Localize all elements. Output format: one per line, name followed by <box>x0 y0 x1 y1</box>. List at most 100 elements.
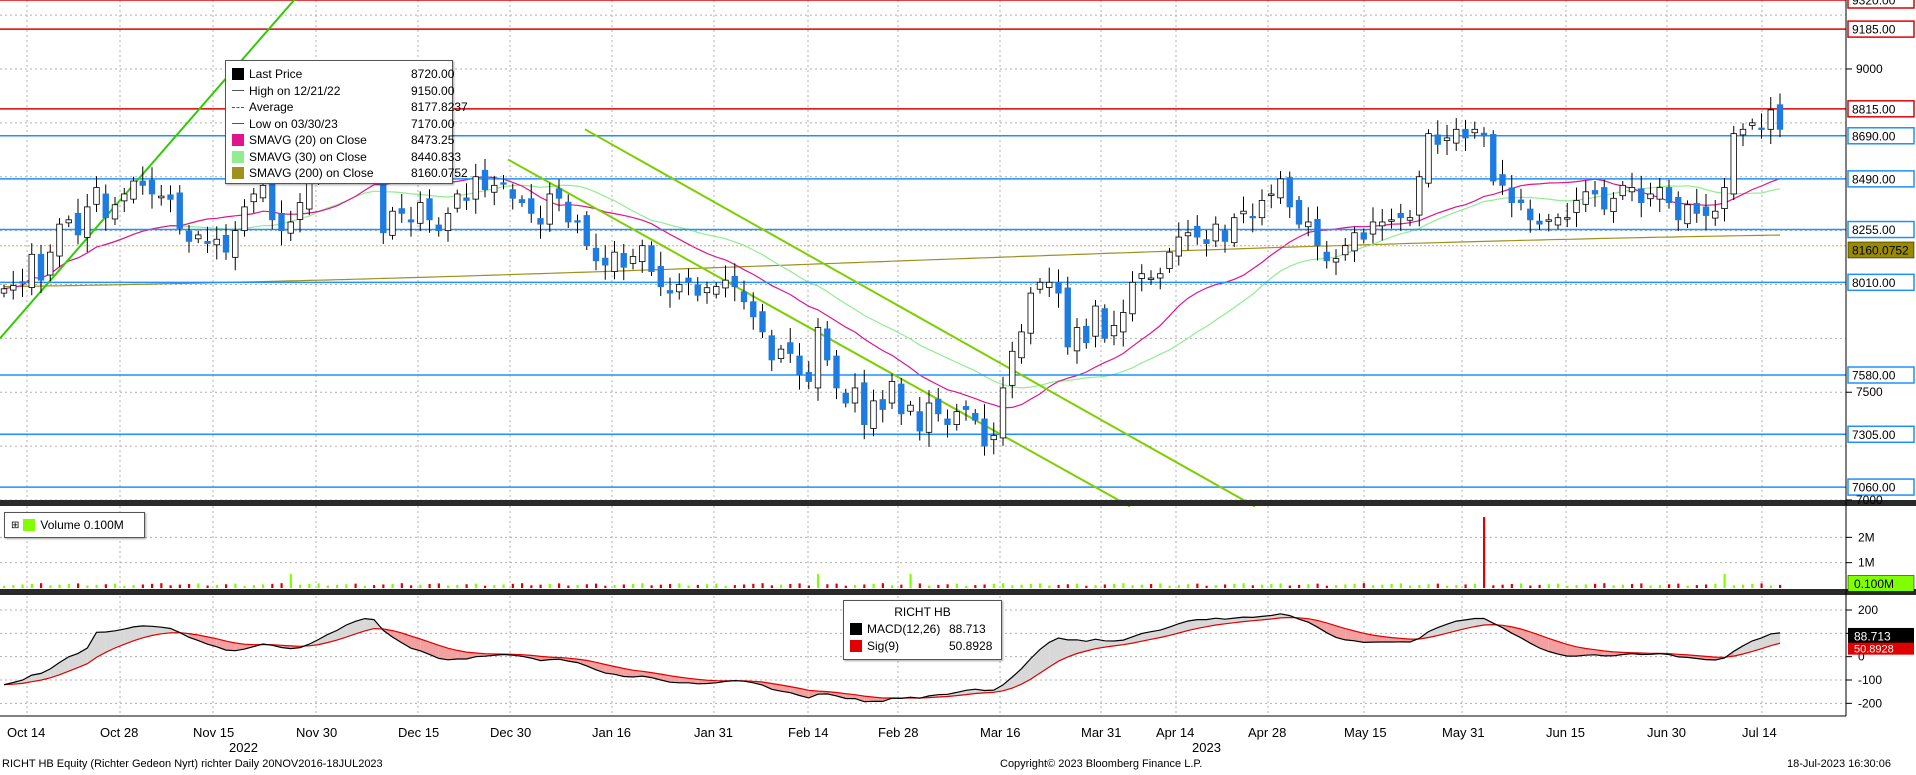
volume-bar <box>798 583 801 588</box>
volume-bar <box>382 584 385 588</box>
macd-fill <box>1132 633 1142 644</box>
volume-bar <box>391 583 394 588</box>
volume-bar <box>1270 584 1273 588</box>
candle-body <box>1258 200 1266 219</box>
volume-bar <box>1362 583 1365 588</box>
candle-body <box>1305 221 1312 228</box>
level-tag <box>1847 127 1915 145</box>
volume-bar <box>280 583 283 588</box>
volume-bar <box>234 583 237 588</box>
volume-bar <box>1372 585 1375 588</box>
macd-legend[interactable]: RICHT HB MACD(12,26) 88.713 Sig(9) 50.89… <box>843 600 1002 660</box>
y-tick-label: 7000 <box>1856 493 1883 507</box>
volume-bar <box>1584 584 1587 588</box>
volume-bar <box>918 583 921 588</box>
candle-body <box>84 206 91 238</box>
volume-bar <box>104 584 107 588</box>
candle-body <box>1656 187 1663 200</box>
price-legend[interactable]: Last Price 8720.00 High on 12/21/22 9150.00… <box>225 60 468 184</box>
volume-bar <box>484 585 487 588</box>
volume-bar <box>1483 517 1486 588</box>
macd-fill <box>41 668 51 681</box>
macd-fill <box>1095 639 1105 649</box>
macd-fill <box>762 682 772 690</box>
candle-body <box>999 387 1007 439</box>
volume-bar <box>1066 584 1069 588</box>
candle-body <box>1573 200 1580 213</box>
volume-swatch <box>23 519 36 531</box>
sig-last-tag-text: 50.8928 <box>1854 644 1894 656</box>
volume-bar <box>974 585 977 588</box>
volume-bar <box>262 584 265 588</box>
volume-bar <box>1538 584 1541 588</box>
volume-bar <box>1621 584 1624 588</box>
legend-series-name: SMAVG (30) on Close <box>249 149 367 164</box>
y-tick-label: 9000 <box>1856 62 1883 76</box>
macd-fill <box>1585 648 1595 656</box>
channel-upper-line <box>584 128 1256 508</box>
volume-bar <box>1187 584 1190 588</box>
candle-body <box>444 212 452 232</box>
macd-fill <box>1558 641 1568 657</box>
candle-body <box>1767 109 1774 130</box>
candle-body <box>1379 221 1386 227</box>
candle-body <box>1332 258 1340 263</box>
volume-bar <box>891 585 894 588</box>
macd-series <box>3 613 1781 703</box>
candle-body <box>1203 239 1210 244</box>
candle-body <box>1591 190 1599 195</box>
candle-body <box>565 201 572 223</box>
volume-bar <box>761 583 764 588</box>
volume-bar <box>511 583 514 588</box>
volume-bar <box>1695 585 1698 588</box>
candle-body <box>472 176 479 200</box>
candle-body <box>1036 281 1044 290</box>
volume-bar <box>613 585 616 588</box>
candle-body <box>74 212 82 236</box>
macd-fill <box>142 625 152 638</box>
candle-body <box>1083 325 1090 344</box>
volume-bar <box>410 585 413 588</box>
macd-legend-row: MACD(12,26) 88.713 <box>850 621 995 638</box>
macd-fill <box>1178 621 1188 633</box>
candle-body <box>620 253 627 268</box>
volume-bar <box>530 585 533 588</box>
level-tag <box>1847 366 1915 384</box>
volume-bar <box>992 583 995 588</box>
volume-bar <box>900 584 903 588</box>
volume-legend[interactable]: ⊞ Volume 0.100M <box>4 512 145 538</box>
macd-fill <box>1058 638 1068 662</box>
volume-bar <box>1732 585 1735 588</box>
volume-bar <box>1649 585 1652 588</box>
candle-body <box>1295 200 1303 225</box>
candle-body <box>10 285 17 291</box>
macd-fill <box>457 650 467 659</box>
volume-bar <box>1325 585 1328 588</box>
x-tick-label: Feb 14 <box>788 725 829 740</box>
expand-icon[interactable]: ⊞ <box>11 519 20 531</box>
candle-body <box>796 355 803 376</box>
legend-swatch <box>232 90 244 92</box>
macd-fill <box>1317 620 1327 633</box>
x-year-label: 2023 <box>1192 740 1221 755</box>
volume-bar <box>632 583 635 588</box>
level-tag-text: 7060.00 <box>1852 481 1896 495</box>
candle-body <box>1675 197 1682 221</box>
candle-body <box>916 411 923 432</box>
volume-bar <box>770 585 773 588</box>
macd-fill <box>31 673 41 682</box>
volume-bar <box>502 584 505 588</box>
candle-body <box>1776 104 1784 130</box>
legend-row: SMAVG (20) on Close 8473.25 <box>232 132 454 149</box>
x-tick-label: Nov 30 <box>296 725 338 740</box>
candle-body <box>1342 245 1349 256</box>
volume-bar <box>1251 585 1254 588</box>
candle-body <box>1212 223 1219 242</box>
candle-body <box>1739 128 1747 136</box>
legend-series-value: 7170.00 <box>411 116 455 131</box>
volume-bar <box>336 584 339 588</box>
candle-body <box>93 187 100 205</box>
legend-swatch <box>232 123 244 125</box>
candle-body <box>1157 273 1164 279</box>
